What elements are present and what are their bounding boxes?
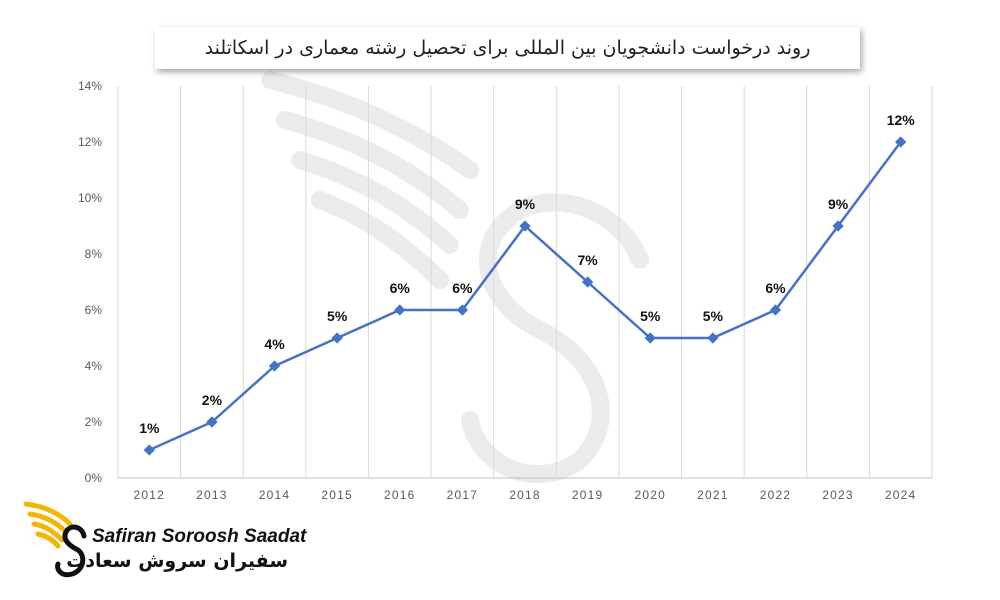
x-tick-label: 2014: [259, 488, 291, 502]
series-line: [148, 141, 902, 452]
data-label: 2%: [202, 392, 223, 408]
data-point-marker: [143, 444, 155, 456]
data-point-marker: [832, 220, 844, 232]
brand-name-fa: سفیران سروش سعادت: [66, 550, 288, 572]
data-point-marker: [268, 360, 281, 372]
x-tick-label: 2017: [447, 488, 479, 502]
data-label: 4%: [264, 336, 285, 352]
x-tick-label: 2013: [196, 488, 228, 502]
x-tick-label: 2019: [572, 488, 604, 502]
data-label: 9%: [515, 196, 536, 212]
x-tick-label: 2012: [134, 488, 166, 502]
y-tick-label: 8%: [85, 247, 103, 261]
data-point-marker: [895, 136, 907, 148]
data-label: 12%: [887, 112, 916, 128]
brand-logo: Safiran Soroosh Saadat سفیران سروش سعادت: [22, 496, 306, 584]
data-point-marker: [644, 332, 656, 344]
y-tick-label: 4%: [85, 359, 103, 373]
data-point-marker: [581, 276, 594, 288]
data-label: 7%: [577, 252, 598, 268]
winged-s-logo-icon: [23, 501, 87, 578]
data-label: 5%: [327, 308, 348, 324]
y-tick-label: 6%: [85, 303, 103, 317]
data-label: 6%: [452, 280, 473, 296]
chart-title-box: روند درخواست دانشجویان بین المللی برای ت…: [155, 27, 860, 69]
y-tick-label: 10%: [78, 191, 102, 205]
data-point-marker: [331, 332, 343, 344]
x-tick-label: 2018: [509, 488, 541, 502]
data-label: 6%: [765, 280, 786, 296]
data-label: 6%: [390, 280, 411, 296]
brand-name-en: Safiran Soroosh Saadat: [92, 526, 307, 547]
data-label: 1%: [139, 420, 160, 436]
x-tick-label: 2016: [384, 488, 416, 502]
x-tick-label: 2015: [321, 488, 353, 502]
data-point-marker: [456, 304, 469, 316]
y-tick-label: 0%: [85, 471, 103, 485]
chart-title: روند درخواست دانشجویان بین المللی برای ت…: [204, 37, 811, 59]
y-tick-label: 14%: [78, 79, 102, 93]
data-point-marker: [394, 304, 406, 316]
x-tick-label: 2022: [760, 488, 792, 502]
data-point-marker: [769, 304, 782, 316]
x-tick-label: 2020: [634, 488, 666, 502]
data-point-marker: [519, 220, 531, 232]
x-tick-label: 2023: [822, 488, 854, 502]
y-tick-label: 12%: [78, 135, 102, 149]
x-tick-label: 2024: [885, 488, 917, 502]
y-tick-label: 2%: [85, 415, 103, 429]
data-label: 5%: [640, 308, 661, 324]
data-point-marker: [707, 332, 719, 344]
data-label: 5%: [703, 308, 724, 324]
data-point-marker: [206, 416, 218, 428]
data-label: 9%: [828, 196, 849, 212]
x-tick-label: 2021: [697, 488, 729, 502]
